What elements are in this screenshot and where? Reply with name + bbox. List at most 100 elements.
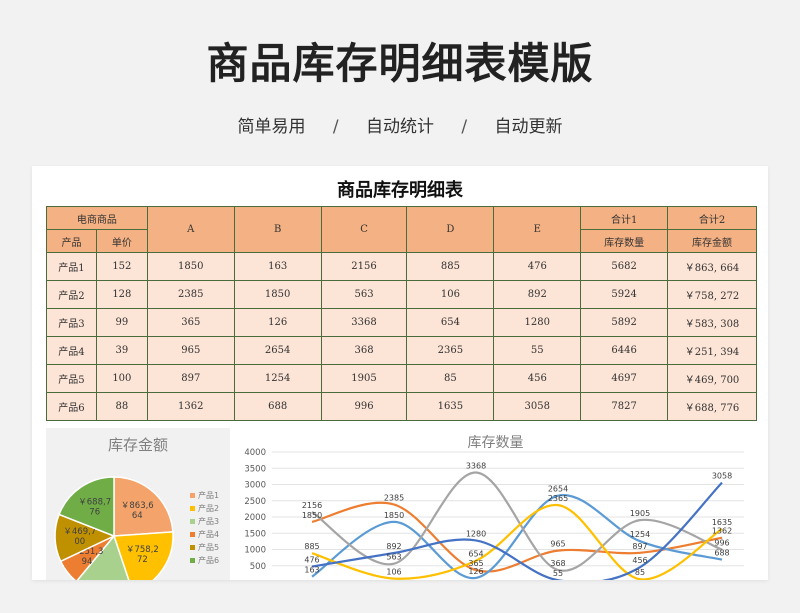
cell-qty[interactable]: 4697 bbox=[580, 364, 669, 393]
cell-a[interactable]: 897 bbox=[146, 364, 235, 393]
cell-qty[interactable]: 5924 bbox=[580, 280, 669, 309]
cell-c[interactable]: 368 bbox=[320, 336, 408, 365]
cell-e[interactable]: 3058 bbox=[493, 392, 582, 421]
legend-label: 产品2 bbox=[198, 503, 219, 513]
subtitle-separator: / bbox=[332, 117, 339, 137]
legend-label: 产品4 bbox=[198, 529, 219, 539]
cell-d[interactable]: 1635 bbox=[406, 392, 495, 421]
pie-slice[interactable] bbox=[58, 476, 115, 538]
cell-b[interactable]: 163 bbox=[233, 252, 322, 281]
cell-b[interactable]: 1254 bbox=[233, 364, 322, 393]
data-label: 106 bbox=[386, 568, 401, 577]
cell-e[interactable]: 892 bbox=[493, 280, 582, 309]
pie-slice[interactable] bbox=[76, 534, 132, 580]
cell-qty[interactable]: 7827 bbox=[580, 392, 669, 421]
cell-amount[interactable]: ￥583, 308 bbox=[667, 308, 757, 337]
cell-price[interactable]: 100 bbox=[95, 364, 148, 393]
cell-a[interactable]: 965 bbox=[146, 336, 235, 365]
cell-e[interactable]: 456 bbox=[493, 364, 582, 393]
cell-qty[interactable]: 6446 bbox=[580, 336, 669, 365]
cell-d[interactable]: 2365 bbox=[406, 336, 495, 365]
cell-product[interactable]: 产品4 bbox=[46, 336, 97, 365]
data-label: 1635 bbox=[712, 518, 732, 527]
cell-c[interactable]: 1905 bbox=[320, 364, 408, 393]
y-tick-label: 2500 bbox=[244, 497, 266, 507]
legend-swatch bbox=[190, 558, 195, 563]
cell-d[interactable]: 654 bbox=[406, 308, 495, 337]
series-line[interactable] bbox=[311, 494, 723, 580]
cell-a[interactable]: 1850 bbox=[146, 252, 235, 281]
data-label: 563 bbox=[386, 553, 401, 562]
pie-data-label: ￥688,7 76 bbox=[78, 498, 111, 518]
cell-product[interactable]: 产品3 bbox=[46, 308, 97, 337]
cell-d[interactable]: 885 bbox=[406, 252, 495, 281]
cell-amount[interactable]: ￥688, 776 bbox=[667, 392, 757, 421]
cell-a[interactable]: 1362 bbox=[146, 392, 235, 421]
inventory-table: 电商商品 A B C D E 合计1 合计2 产品 单价 库存数量 库存金额 产… bbox=[46, 206, 757, 421]
line-chart[interactable]: 4000 3500 3000 2500 2000 1500 1000 500 1850 2385 3… bbox=[234, 428, 757, 580]
cell-amount[interactable]: ￥469, 700 bbox=[667, 364, 757, 393]
series-line[interactable] bbox=[311, 471, 723, 572]
cell-e[interactable]: 55 bbox=[493, 336, 582, 365]
data-label: 2654 bbox=[548, 485, 568, 494]
header-cell-amount[interactable]: 库存金额 bbox=[667, 229, 757, 253]
cell-d[interactable]: 85 bbox=[406, 364, 495, 393]
cell-d[interactable]: 106 bbox=[406, 280, 495, 309]
cell-c[interactable]: 3368 bbox=[320, 308, 408, 337]
series-line[interactable] bbox=[311, 501, 723, 573]
cell-b[interactable]: 126 bbox=[233, 308, 322, 337]
y-tick-label: 1500 bbox=[244, 529, 266, 539]
header-cell-b[interactable]: B bbox=[233, 206, 322, 253]
cell-product[interactable]: 产品1 bbox=[46, 252, 97, 281]
header-cell-product[interactable]: 产品 bbox=[46, 229, 97, 253]
table-row: 产品1 152 1850 163 2156 885 476 5682 ￥863,… bbox=[46, 252, 757, 281]
cell-product[interactable]: 产品5 bbox=[46, 364, 97, 393]
data-label: 1850 bbox=[384, 511, 404, 520]
cell-c[interactable]: 996 bbox=[320, 392, 408, 421]
subtitle-item: 简单易用 bbox=[237, 117, 306, 137]
cell-a[interactable]: 365 bbox=[146, 308, 235, 337]
cell-price[interactable]: 152 bbox=[95, 252, 148, 281]
pie-data-label: ￥863,6 64 bbox=[121, 501, 154, 521]
y-tick-label: 1000 bbox=[244, 546, 266, 556]
cell-e[interactable]: 476 bbox=[493, 252, 582, 281]
pie-chart-title: 库存金额 bbox=[107, 436, 168, 454]
cell-b[interactable]: 1850 bbox=[233, 280, 322, 309]
cell-price[interactable]: 99 bbox=[95, 308, 148, 337]
header-cell-sum2[interactable]: 合计2 bbox=[667, 206, 757, 230]
cell-product[interactable]: 产品6 bbox=[46, 392, 97, 421]
cell-b[interactable]: 688 bbox=[233, 392, 322, 421]
header-cell-price[interactable]: 单价 bbox=[95, 229, 148, 253]
cell-price[interactable]: 39 bbox=[95, 336, 148, 365]
pie-slice[interactable] bbox=[112, 531, 174, 580]
cell-price[interactable]: 128 bbox=[95, 280, 148, 309]
data-label: 965 bbox=[550, 540, 565, 549]
cell-product[interactable]: 产品2 bbox=[46, 280, 97, 309]
data-label: 3058 bbox=[712, 472, 732, 481]
header-cell-qty[interactable]: 库存数量 bbox=[580, 229, 669, 253]
cell-qty[interactable]: 5682 bbox=[580, 252, 669, 281]
cell-amount[interactable]: ￥863, 664 bbox=[667, 252, 757, 281]
cell-price[interactable]: 88 bbox=[95, 392, 148, 421]
cell-e[interactable]: 1280 bbox=[493, 308, 582, 337]
cell-c[interactable]: 563 bbox=[320, 280, 408, 309]
header-cell-sum1[interactable]: 合计1 bbox=[580, 206, 669, 230]
series-line[interactable] bbox=[311, 503, 723, 580]
header-cell-e[interactable]: E bbox=[493, 206, 582, 253]
cell-a[interactable]: 2385 bbox=[146, 280, 235, 309]
pie-slice[interactable] bbox=[113, 476, 174, 537]
header-cell-d[interactable]: D bbox=[406, 206, 495, 253]
cell-amount[interactable]: ￥251, 394 bbox=[667, 336, 757, 365]
cell-c[interactable]: 2156 bbox=[320, 252, 408, 281]
header-cell-c[interactable]: C bbox=[320, 206, 408, 253]
cell-b[interactable]: 2654 bbox=[233, 336, 322, 365]
legend-swatch bbox=[190, 493, 195, 498]
spreadsheet-preview: 商品库存明细表 电商商品 A B C D E 合计1 合计2 产品 单价 库存数… bbox=[32, 166, 768, 580]
line-chart-svg: 4000 3500 3000 2500 2000 1500 1000 500 1850 2385 3… bbox=[244, 448, 744, 580]
series-line[interactable] bbox=[311, 481, 723, 580]
cell-amount[interactable]: ￥758, 272 bbox=[667, 280, 757, 309]
pie-chart[interactable]: ￥863,6 64 ￥758,2 72 ￥251,3 94 ￥469,7 00 ￥688,7 76… bbox=[46, 428, 230, 580]
header-group-cell[interactable]: 电商商品 bbox=[46, 206, 148, 230]
cell-qty[interactable]: 5892 bbox=[580, 308, 669, 337]
header-cell-a[interactable]: A bbox=[146, 206, 235, 253]
